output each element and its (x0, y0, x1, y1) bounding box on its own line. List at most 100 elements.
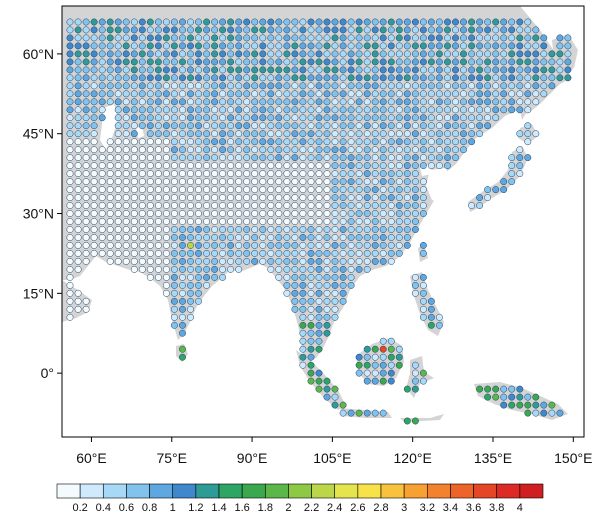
grid-point (435, 34, 443, 42)
grid-point (363, 377, 371, 385)
grid-point (130, 122, 138, 130)
grid-point (395, 218, 403, 225)
grid-point (299, 58, 307, 66)
grid-point (307, 58, 315, 66)
grid-point (211, 18, 219, 26)
grid-point (323, 313, 331, 321)
grid-point (122, 170, 130, 178)
grid-point (187, 194, 194, 202)
grid-point (227, 122, 235, 130)
grid-point (211, 138, 219, 146)
grid-point (371, 210, 379, 217)
grid-point (74, 210, 82, 217)
grid-point (106, 58, 114, 66)
grid-point (403, 34, 411, 42)
grid-point (331, 210, 339, 217)
grid-point (267, 202, 275, 209)
landmass-lesser-sunda (400, 414, 444, 422)
grid-point (403, 106, 411, 114)
grid-point (211, 34, 219, 42)
grid-point (411, 66, 419, 74)
grid-point (203, 186, 211, 194)
grid-point (460, 42, 467, 50)
grid-point (524, 74, 532, 82)
grid-point (419, 114, 427, 122)
grid-point (291, 249, 299, 257)
colorbar-swatch (172, 483, 197, 499)
grid-point (82, 58, 90, 66)
grid-point (130, 34, 138, 42)
grid-point (162, 82, 170, 90)
grid-point (323, 18, 331, 26)
grid-point (243, 26, 251, 34)
grid-point (275, 114, 283, 122)
grid-point (492, 114, 500, 122)
grid-point (114, 50, 122, 58)
grid-point (154, 114, 162, 122)
grid-point (122, 26, 130, 34)
grid-point (90, 162, 98, 170)
grid-point (476, 122, 484, 130)
grid-point (339, 58, 347, 66)
grid-point (315, 98, 323, 106)
colorbar-label: 0.2 (72, 502, 87, 514)
colorbar-label: 2.6 (350, 502, 365, 514)
grid-point (66, 82, 74, 90)
grid-point (90, 218, 98, 225)
grid-point (307, 106, 315, 114)
grid-point (66, 34, 74, 42)
grid-point (363, 194, 371, 202)
grid-point (227, 82, 235, 90)
grid-point (219, 202, 227, 209)
grid-point (130, 265, 138, 273)
grid-point (387, 226, 395, 233)
grid-point (162, 257, 170, 265)
grid-point (315, 178, 323, 186)
grid-point (154, 241, 162, 249)
grid-point (323, 377, 331, 385)
grid-point (106, 154, 114, 162)
grid-point (299, 90, 307, 98)
grid-point (395, 178, 403, 186)
grid-point (227, 18, 235, 26)
grid-point (219, 114, 227, 122)
grid-point (363, 226, 371, 233)
grid-point (162, 194, 170, 202)
grid-point (331, 114, 339, 122)
grid-point (403, 226, 411, 233)
grid-point (219, 90, 227, 98)
grid-point (251, 138, 259, 146)
grid-point (315, 138, 323, 146)
grid-point (508, 42, 516, 50)
grid-point (179, 146, 186, 154)
grid-point (283, 210, 291, 217)
grid-point (516, 106, 524, 114)
grid-point (347, 249, 355, 257)
grid-point (427, 50, 435, 58)
grid-point (508, 162, 516, 170)
grid-point (146, 186, 154, 194)
grid-point (299, 329, 307, 337)
grid-point (195, 194, 202, 202)
grid-point (74, 289, 82, 297)
grid-point (203, 234, 211, 241)
grid-point (532, 401, 540, 409)
grid-point (403, 66, 411, 74)
grid-point (387, 154, 395, 162)
grid-point (187, 281, 194, 289)
grid-point (106, 202, 114, 209)
grid-point (211, 58, 219, 66)
grid-point (211, 257, 219, 265)
grid-point (379, 170, 387, 178)
grid-point (435, 313, 443, 321)
grid-point (323, 329, 331, 337)
grid-point (66, 281, 74, 289)
grid-point (524, 82, 532, 90)
grid-point (299, 178, 307, 186)
grid-point (283, 170, 291, 178)
grid-point (395, 154, 403, 162)
grid-point (162, 210, 170, 217)
grid-point (355, 361, 363, 369)
grid-point (251, 50, 259, 58)
grid-point (403, 98, 411, 106)
